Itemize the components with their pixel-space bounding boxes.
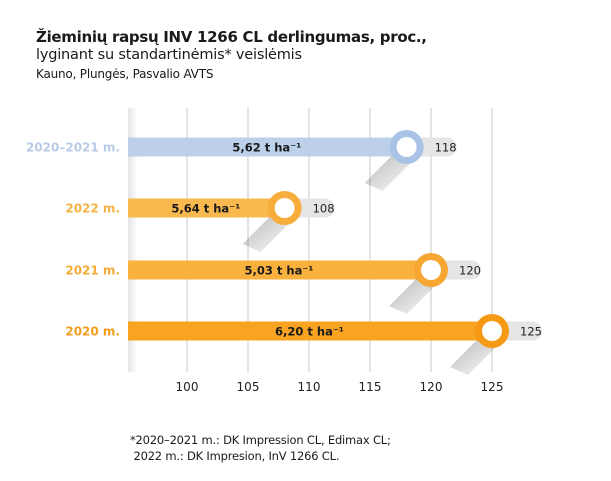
value-label: 118 [435,141,457,155]
category-label: 2020–2021 m. [26,141,120,155]
value-knob-center [482,321,502,341]
bars-layer: 2020–2021 m. 118 5,62 t ha⁻¹ 2022 m. 108 5,64… [26,130,542,375]
chart-title: Žieminių rapsų INV 1266 CL derlingumas, … [36,28,427,46]
value-label: 108 [313,202,335,216]
bar [128,260,431,280]
yield-label: 5,64 t ha⁻¹ [171,202,240,216]
value-label: 125 [520,325,542,339]
ticks-layer: 100 105 110 115 120 125 [176,380,504,394]
chart-stations: Kauno, Plungės, Pasvalio AVTS [36,67,214,81]
footnote-line-1: *2020–2021 m.: DK Impression CL, Edimax … [130,433,391,447]
x-tick-label: 125 [481,380,504,394]
chart-subtitle: lyginant su standartinėmis* veislėmis [36,47,302,63]
axis-shade [128,108,138,372]
x-tick-label: 105 [237,380,260,394]
knob-shadow [450,339,502,375]
knob-shadow [389,278,441,314]
yield-label: 6,20 t ha⁻¹ [275,325,344,339]
bar [128,198,285,218]
footnote: *2020–2021 m.: DK Impression CL, Edimax … [130,432,391,464]
x-tick-label: 110 [298,380,321,394]
value-label: 120 [459,264,481,278]
category-label: 2022 m. [65,202,120,216]
yield-label: 5,62 t ha⁻¹ [232,141,301,155]
bar [128,321,492,341]
value-knob-center [274,198,295,218]
footnote-line-2: 2022 m.: DK Impresion, InV 1266 CL. [130,449,340,463]
bar [128,137,407,157]
value-knob-center [421,260,441,280]
yield-label: 5,03 t ha⁻¹ [245,264,314,278]
knob-shadow [364,155,417,191]
category-label: 2020 m. [65,325,120,339]
x-tick-label: 115 [359,380,382,394]
knob-shadow [242,216,295,252]
category-label: 2021 m. [65,264,120,278]
x-tick-label: 120 [420,380,443,394]
x-tick-label: 100 [176,380,199,394]
value-knob-center [396,137,417,157]
